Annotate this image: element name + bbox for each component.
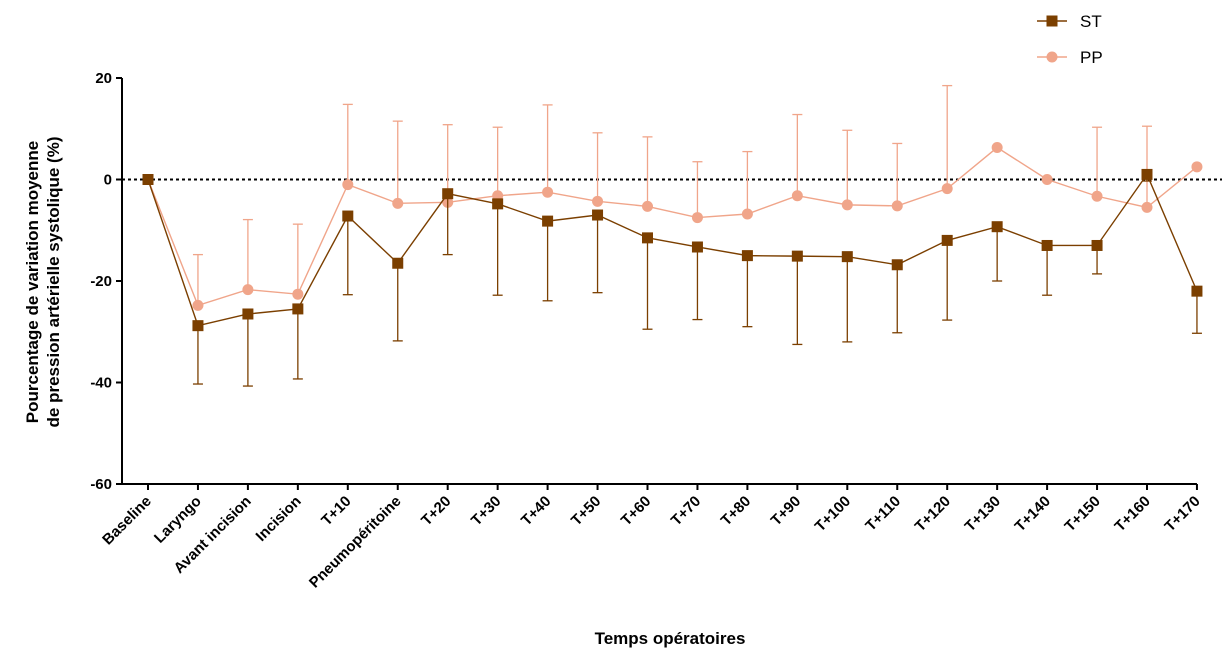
- data-point: [542, 186, 554, 198]
- x-tick-label: T+120: [912, 493, 954, 535]
- x-tick-label: Pneumopéritoine: [306, 493, 405, 592]
- legend-item-st: ST: [1037, 12, 1102, 31]
- data-point: [741, 250, 753, 262]
- legend: ST PP: [1037, 12, 1103, 67]
- legend-item-pp: PP: [1037, 48, 1103, 67]
- data-point: [691, 212, 703, 224]
- data-point: [691, 241, 703, 253]
- x-tick-label: T+110: [862, 493, 904, 535]
- data-point: [791, 250, 803, 262]
- legend-label: ST: [1080, 12, 1102, 31]
- data-point: [1141, 168, 1153, 180]
- x-axis-title: Temps opératoires: [595, 629, 746, 648]
- data-point: [791, 190, 803, 202]
- data-point: [1191, 161, 1203, 173]
- data-point: [192, 299, 204, 311]
- x-tick-label: T+50: [568, 493, 604, 529]
- y-tick-label: -60: [90, 476, 112, 493]
- series-st: [142, 168, 1203, 387]
- x-tick-label: T+70: [668, 493, 704, 529]
- data-point: [292, 288, 304, 300]
- y-tick-label: 0: [104, 172, 112, 189]
- x-tick-label: T+60: [618, 493, 654, 529]
- data-point: [542, 215, 554, 227]
- x-tick-label: T+140: [1012, 493, 1054, 535]
- legend-label: PP: [1080, 48, 1103, 67]
- y-axis-title: Pourcentage de variation moyenne de press…: [23, 137, 63, 428]
- x-tick-label: T+160: [1111, 493, 1153, 535]
- data-point: [592, 209, 604, 221]
- data-point: [242, 308, 254, 320]
- data-point: [741, 208, 753, 220]
- data-point: [841, 251, 853, 263]
- data-point: [392, 257, 404, 269]
- data-point: [991, 142, 1003, 154]
- data-point: [941, 183, 953, 195]
- data-point: [342, 210, 354, 222]
- x-tick-label: T+40: [518, 493, 554, 529]
- data-point: [941, 234, 953, 246]
- x-tick-label: T+80: [718, 493, 754, 529]
- x-tick-label: T+90: [768, 493, 804, 529]
- data-point: [192, 320, 204, 332]
- series-line: [147, 146, 1198, 307]
- x-tick-label: T+130: [962, 493, 1004, 535]
- data-point: [292, 303, 304, 315]
- x-tick-label: T+170: [1161, 493, 1203, 535]
- series-layer: [142, 84, 1203, 387]
- y-axis-title-line: Pourcentage de variation moyenne: [23, 141, 42, 423]
- y-axis-title-line: de pression artérielle systolique (%): [44, 137, 63, 428]
- data-point: [1091, 190, 1103, 202]
- data-point: [142, 174, 154, 185]
- data-point: [841, 199, 853, 211]
- x-tick-label: T+20: [418, 493, 454, 529]
- axis-labels: Temps opératoires Pourcentage de variatio…: [23, 137, 745, 648]
- y-tick-label: 20: [95, 70, 112, 87]
- series-line: [147, 172, 1198, 327]
- data-point: [442, 188, 454, 200]
- x-tick-label: T+30: [468, 493, 504, 529]
- x-tick-label: T+10: [318, 493, 354, 529]
- data-point: [1041, 239, 1053, 251]
- data-point: [392, 197, 404, 209]
- data-point: [592, 195, 604, 207]
- data-point: [991, 221, 1003, 233]
- legend-marker: [1046, 51, 1058, 63]
- data-point: [642, 200, 653, 212]
- data-point: [1141, 201, 1153, 213]
- y-tick-label: -20: [90, 273, 112, 290]
- data-point: [492, 198, 504, 210]
- x-tick-label: Baseline: [99, 493, 155, 549]
- legend-marker: [1046, 15, 1058, 27]
- x-tick-label: Incision: [253, 493, 305, 545]
- data-point: [1091, 239, 1103, 251]
- x-tick-label: T+150: [1061, 493, 1103, 535]
- y-tick-label: -40: [90, 375, 112, 392]
- data-point: [242, 284, 254, 296]
- data-point: [891, 200, 903, 212]
- data-point: [891, 259, 903, 271]
- data-point: [1191, 285, 1203, 297]
- data-point: [342, 179, 354, 191]
- data-point: [642, 232, 653, 244]
- series-pp: [142, 84, 1203, 311]
- x-tick-label: T+100: [812, 493, 854, 535]
- data-point: [1041, 174, 1053, 185]
